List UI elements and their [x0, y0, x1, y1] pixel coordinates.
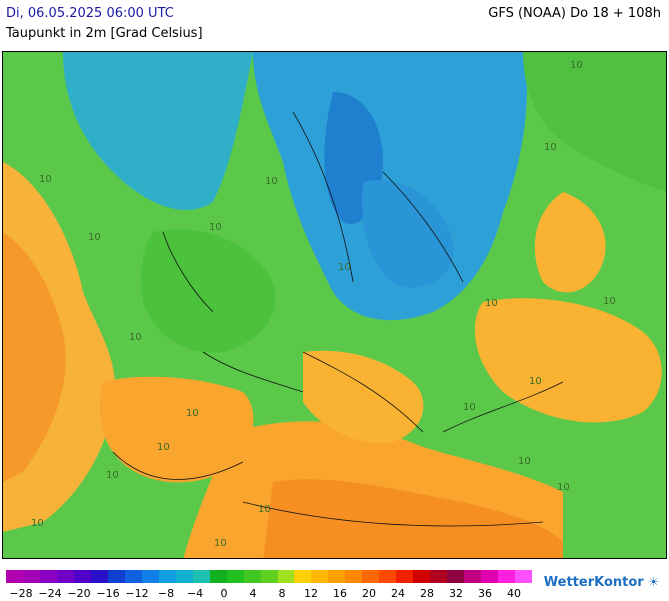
map-variable-title: Taupunkt in 2m [Grad Celsius] — [6, 26, 203, 41]
contour-label: 10 — [603, 296, 616, 307]
legend-ticks: −28 −24 −20 −16 −12 −8 −4 0 4 8 12 16 20 24 28 32 36 40 — [0, 587, 540, 601]
contour-label: 10 — [544, 142, 557, 153]
legend-swatch — [243, 570, 261, 583]
legend-tick-label: −4 — [186, 587, 204, 600]
contour-label: 10 — [186, 408, 199, 419]
color-legend — [6, 570, 533, 583]
legend-swatch — [515, 570, 533, 583]
legend-tick-label: −24 — [38, 587, 62, 600]
contour-label: 10 — [570, 60, 583, 71]
legend-tick-label: 28 — [420, 587, 434, 600]
legend-swatch — [6, 570, 23, 583]
contour-label: 10 — [209, 222, 222, 233]
legend-tick-label: 16 — [333, 587, 347, 600]
brand-logo: WetterKontor ☀ — [544, 575, 659, 590]
contour-label: 10 — [338, 262, 351, 273]
contour-label: 10 — [529, 376, 542, 387]
legend-swatch — [175, 570, 193, 583]
legend-swatch — [379, 570, 397, 583]
legend-swatch — [447, 570, 465, 583]
contour-label: 10 — [129, 332, 142, 343]
brand-name: WetterKontor — [543, 575, 644, 590]
legend-tick-label: −28 — [9, 587, 33, 600]
legend-swatch — [328, 570, 346, 583]
contour-label: 10 — [157, 442, 170, 453]
legend-tick-label: 32 — [449, 587, 463, 600]
legend-swatch — [107, 570, 125, 583]
contour-label: 10 — [39, 174, 52, 185]
map-datetime: Di, 06.05.2025 06:00 UTC — [6, 6, 174, 21]
model-run-label: GFS (NOAA) Do 18 + 108h — [488, 6, 661, 21]
legend-swatch — [56, 570, 74, 583]
legend-swatch — [498, 570, 516, 583]
legend-swatch — [345, 570, 363, 583]
legend-tick-label: 12 — [304, 587, 318, 600]
legend-swatch — [413, 570, 431, 583]
legend-tick-label: 20 — [362, 587, 376, 600]
legend-tick-label: 40 — [507, 587, 521, 600]
legend-swatch — [430, 570, 448, 583]
legend-tick-label: 4 — [249, 587, 257, 600]
contour-label: 10 — [88, 232, 101, 243]
contour-label: 10 — [557, 482, 570, 493]
legend-swatch — [90, 570, 108, 583]
legend-swatch — [362, 570, 380, 583]
legend-swatch — [73, 570, 91, 583]
dewpoint-map[interactable]: 10 10 10 10 10 10 10 10 10 10 10 10 10 1… — [2, 51, 667, 559]
legend-swatch — [39, 570, 57, 583]
contour-label: 10 — [485, 298, 498, 309]
contour-label: 10 — [463, 402, 476, 413]
legend-tick-label: 8 — [278, 587, 286, 600]
legend-tick-label: 24 — [391, 587, 405, 600]
contour-label: 10 — [31, 518, 44, 529]
legend-swatch — [141, 570, 159, 583]
legend-tick-label: 0 — [220, 587, 228, 600]
dewpoint-field — [3, 52, 666, 558]
legend-tick-label: −12 — [125, 587, 149, 600]
legend-swatch — [396, 570, 414, 583]
contour-label: 10 — [214, 538, 227, 549]
contour-label: 10 — [258, 504, 271, 515]
legend-swatch — [22, 570, 40, 583]
legend-tick-label: −20 — [67, 587, 91, 600]
legend-swatch — [311, 570, 329, 583]
legend-swatch — [158, 570, 176, 583]
sun-cloud-icon: ☀ — [648, 575, 659, 589]
legend-swatch — [209, 570, 227, 583]
contour-label: 10 — [106, 470, 119, 481]
contour-label: 10 — [265, 176, 278, 187]
legend-swatch — [481, 570, 499, 583]
contour-label: 10 — [518, 456, 531, 467]
legend-swatch — [464, 570, 482, 583]
legend-swatch — [226, 570, 244, 583]
legend-tick-label: −8 — [157, 587, 175, 600]
legend-tick-label: 36 — [478, 587, 492, 600]
legend-swatch — [192, 570, 210, 583]
legend-swatch — [277, 570, 295, 583]
legend-swatch — [260, 570, 278, 583]
legend-tick-label: −16 — [96, 587, 120, 600]
legend-swatch — [124, 570, 142, 583]
legend-swatch — [294, 570, 312, 583]
